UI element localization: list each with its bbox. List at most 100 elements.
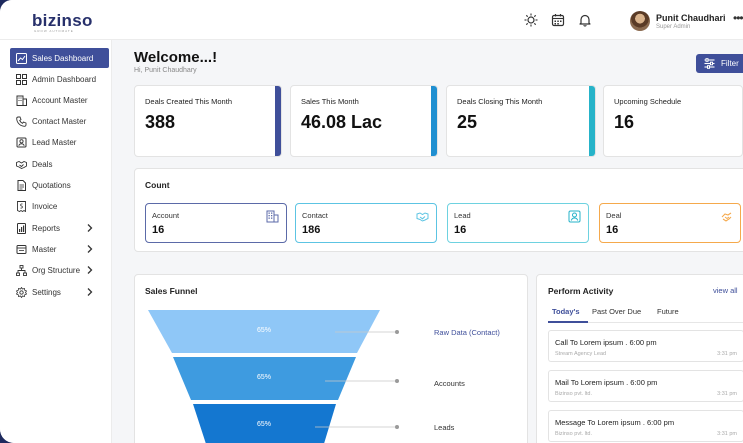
- stat-card-upcoming-schedule[interactable]: Upcoming Schedule 16: [603, 85, 743, 157]
- sidebar-item-contact-master[interactable]: Contact Master: [10, 111, 109, 131]
- tab-future[interactable]: Future: [657, 307, 679, 316]
- funnel-stage-label[interactable]: Accounts: [434, 379, 465, 388]
- phone-icon: [16, 116, 27, 127]
- sidebar-item-label: Lead Master: [32, 137, 77, 147]
- report-icon: [17, 222, 26, 234]
- handshake-icon: [16, 160, 27, 169]
- sidebar-item-quotations[interactable]: Quotations: [10, 175, 109, 195]
- sidebar-item-label: Quotations: [32, 180, 71, 190]
- invoice-icon: [17, 200, 26, 212]
- sidebar-item-lead-master[interactable]: Lead Master: [10, 132, 109, 152]
- sidebar-item-label: Account Master: [32, 95, 88, 105]
- sidebar-item-label: Invoice: [32, 201, 58, 211]
- count-label: Account: [152, 211, 180, 220]
- funnel-chart: [148, 310, 399, 443]
- activity-item-time: 3:31 pm: [717, 431, 737, 437]
- chevron-right-icon: [87, 245, 93, 253]
- user-name[interactable]: Punit Chaudhari: [656, 13, 726, 23]
- sidebar-item-settings[interactable]: Settings: [10, 282, 109, 302]
- count-label: Deal: [606, 211, 622, 220]
- funnel-stage-label[interactable]: Leads: [434, 423, 455, 432]
- sidebar-item-invoice[interactable]: Invoice: [10, 196, 109, 216]
- bell-icon[interactable]: [578, 13, 592, 27]
- dashboard-icon: [16, 52, 27, 64]
- count-label: Lead: [454, 211, 471, 220]
- stat-accent-bar: [589, 86, 595, 156]
- sidebar-item-label: Master: [32, 244, 57, 254]
- count-value: 186: [302, 224, 321, 236]
- filter-button[interactable]: Filter: [696, 54, 743, 73]
- stat-value: 16: [614, 112, 635, 132]
- funnel-connector-dot: [395, 425, 399, 429]
- page-title: Welcome...!: [134, 49, 218, 66]
- sidebar-item-org-structure[interactable]: Org Structure: [10, 260, 109, 280]
- logo-tagline: GROW AUTOMATE: [34, 29, 74, 33]
- count-box-account[interactable]: Account 16: [145, 203, 287, 243]
- user-role: Super Admin: [656, 24, 691, 30]
- filter-label: Filter: [721, 59, 739, 68]
- funnel-stage-pct: 65%: [257, 421, 272, 428]
- contact-icon: [416, 212, 429, 222]
- account-icon: [266, 210, 279, 223]
- theme-toggle-icon[interactable]: [524, 13, 538, 27]
- count-panel: Count Account 16 Contact 186 Lead 16 Dea…: [134, 168, 743, 252]
- activity-item-title: Call To Lorem ipsum . 6:00 pm: [555, 338, 657, 347]
- tab-todays[interactable]: Today's: [552, 307, 580, 316]
- activity-item[interactable]: Mail To Lorem ipsum . 6:00 pm Bizinso pv…: [548, 370, 743, 402]
- sidebar-item-master[interactable]: Master: [10, 239, 109, 259]
- chevron-right-icon: [87, 266, 93, 274]
- org-icon: [16, 264, 27, 276]
- funnel-connector-dot: [395, 379, 399, 383]
- funnel-stage-raw-data[interactable]: [148, 310, 380, 353]
- sidebar-item-reports[interactable]: Reports: [10, 218, 109, 238]
- lead-icon: [16, 137, 27, 147]
- stat-card-sales-this-month[interactable]: Sales This Month 46.08 Lac: [290, 85, 438, 157]
- stat-value: 25: [457, 112, 478, 132]
- sidebar-item-sales-dashboard[interactable]: Sales Dashboard: [10, 48, 109, 68]
- chevron-right-icon: [87, 288, 93, 296]
- stat-card-deals-closing[interactable]: Deals Closing This Month 25: [446, 85, 596, 157]
- perform-activity-panel: Perform Activity view all Today's Past O…: [536, 274, 743, 443]
- stat-card-deals-created[interactable]: Deals Created This Month 388: [134, 85, 282, 157]
- sales-funnel-panel: Sales Funnel 65% 65% 65% Raw Data: [134, 274, 528, 443]
- funnel-stage-accounts[interactable]: [173, 357, 356, 400]
- count-value: 16: [606, 224, 619, 236]
- funnel-stage-leads[interactable]: [193, 404, 336, 443]
- stat-value: 388: [145, 112, 176, 132]
- sidebar-item-label: Deals: [32, 159, 53, 169]
- tab-past-over-due[interactable]: Past Over Due: [592, 307, 642, 316]
- count-box-deal[interactable]: Deal 16: [599, 203, 741, 243]
- activity-item-title: Message To Lorem ipsum . 6:00 pm: [555, 418, 675, 427]
- sidebar-item-deals[interactable]: Deals: [10, 154, 109, 174]
- count-box-contact[interactable]: Contact 186: [295, 203, 437, 243]
- activity-item-subtitle: Stream Agency Lead: [555, 351, 607, 357]
- sidebar-item-label: Admin Dashboard: [32, 74, 97, 84]
- activity-item-time: 3:31 pm: [717, 351, 737, 357]
- sidebar: Sales Dashboard Admin Dashboard Account …: [0, 40, 112, 443]
- stat-label: Upcoming Schedule: [614, 97, 682, 106]
- sidebar-item-account-master[interactable]: Account Master: [10, 90, 109, 110]
- view-all-link[interactable]: view all: [713, 286, 738, 295]
- count-title: Count: [145, 180, 170, 190]
- top-bar: bizinso GROW AUTOMATE Punit Chaudhari Su…: [0, 0, 743, 40]
- calendar-icon[interactable]: [551, 13, 565, 27]
- more-menu-icon[interactable]: •••: [733, 11, 743, 25]
- count-label: Contact: [302, 211, 328, 220]
- activity-item[interactable]: Call To Lorem ipsum . 6:00 pm Stream Age…: [548, 330, 743, 362]
- sidebar-item-label: Reports: [32, 223, 61, 233]
- stat-accent-bar: [431, 86, 437, 156]
- avatar[interactable]: [630, 11, 650, 31]
- funnel-stage-pct: 65%: [257, 327, 272, 334]
- logo[interactable]: bizinso: [32, 11, 93, 30]
- funnel-stage-label[interactable]: Raw Data (Contact): [434, 328, 500, 337]
- activity-item-time: 3:31 pm: [717, 391, 737, 397]
- sidebar-item-admin-dashboard[interactable]: Admin Dashboard: [10, 69, 109, 89]
- activity-item[interactable]: Message To Lorem ipsum . 6:00 pm Bizinso…: [548, 410, 743, 442]
- count-box-lead[interactable]: Lead 16: [447, 203, 589, 243]
- activity-item-subtitle: Bizinso pvt. ltd.: [555, 391, 592, 397]
- deal-handshake-icon: [721, 212, 732, 222]
- funnel-stage-pct: 65%: [257, 374, 272, 381]
- stat-label: Deals Created This Month: [145, 97, 232, 106]
- building-icon: [16, 95, 27, 106]
